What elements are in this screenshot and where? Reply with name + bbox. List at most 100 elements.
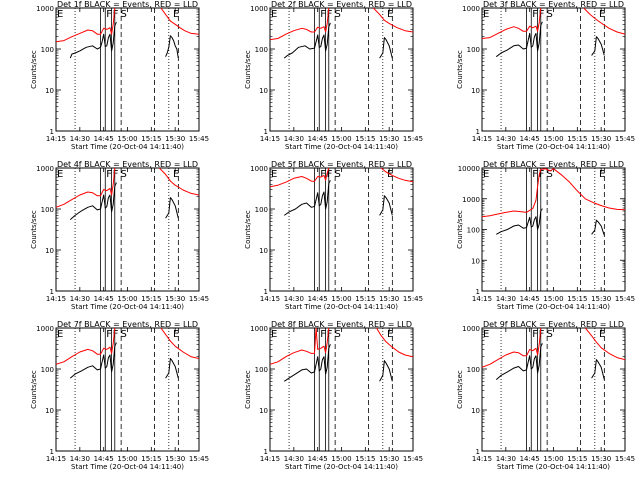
series-group <box>482 8 625 58</box>
series-group <box>270 168 413 216</box>
x-tick-label: 15:45 <box>615 455 635 463</box>
period-marker: F <box>320 169 326 180</box>
x-axis-label: Start Time (20-Oct-04 14:11:40) <box>497 303 610 311</box>
period-marker: F <box>113 9 119 20</box>
y-tick-label: 1 <box>50 448 54 456</box>
events-series-line <box>379 37 393 59</box>
period-marker: F <box>532 329 538 340</box>
events-series-line <box>379 195 393 216</box>
y-axis-label: Counts/sec <box>244 50 252 89</box>
y-axis-label: Counts/sec <box>456 210 464 249</box>
panel-title: Det 7f BLACK = Events, RED = LLD <box>57 320 198 329</box>
lld-series-line <box>482 168 625 218</box>
panel-title: Det 1f BLACK = Events, RED = LLD <box>57 0 198 9</box>
panel-3: Det 3f BLACK = Events, RED = LLD 14:15 14:… <box>456 0 635 151</box>
events-series-line <box>283 22 331 59</box>
x-tick-label: 14:45 <box>94 135 114 143</box>
x-tick-label: 14:45 <box>308 135 328 143</box>
x-tick-label: 15:00 <box>543 295 563 303</box>
y-tick-label: 100 <box>467 46 480 54</box>
period-marker: F <box>327 9 333 20</box>
events-series-line <box>284 344 331 382</box>
x-tick-label: 15:15 <box>141 455 161 463</box>
events-series-line <box>69 182 117 220</box>
y-tick-label: 100 <box>41 46 54 54</box>
x-tick-label: 15:30 <box>591 455 611 463</box>
period-marker: S <box>547 329 553 340</box>
x-tick-label: 14:30 <box>496 135 516 143</box>
lld-series-line <box>158 168 199 196</box>
period-marker: F <box>532 9 538 20</box>
x-axis-label: Start Time (20-Oct-04 14:11:40) <box>71 143 184 151</box>
x-tick-label: 14:15 <box>472 135 492 143</box>
events-series-line <box>591 359 605 380</box>
x-tick-label: 14:15 <box>46 455 66 463</box>
x-tick-label: 15:45 <box>189 135 209 143</box>
x-tick-label: 15:00 <box>543 455 563 463</box>
events-series-line <box>496 208 543 235</box>
y-tick-label: 10 <box>259 87 268 95</box>
y-axis-label: Counts/sec <box>456 370 464 409</box>
period-marker: F <box>113 329 119 340</box>
x-axis-label: Start Time (20-Oct-04 14:11:40) <box>497 463 610 471</box>
period-marker: E <box>271 169 277 180</box>
period-marker: F <box>106 9 112 20</box>
lld-series-line <box>482 328 542 368</box>
y-tick-label: 1 <box>264 288 268 296</box>
y-tick-label: 1 <box>264 128 268 136</box>
x-tick-label: 15:00 <box>331 455 351 463</box>
y-tick-label: 10 <box>259 247 268 255</box>
x-tick-label: 14:15 <box>260 135 280 143</box>
panel-8: Det 8f BLACK = Events, RED = LLD 14:15 14:… <box>244 320 423 471</box>
period-marker: S <box>121 169 127 180</box>
panel-1: Det 1f BLACK = Events, RED = LLD 14:15 14:… <box>30 0 209 151</box>
lld-series-line <box>56 168 116 208</box>
panel-title: Det 9f BLACK = Events, RED = LLD <box>483 320 624 329</box>
lld-series-line <box>160 8 199 35</box>
lld-series-line <box>160 328 199 359</box>
x-tick-label: 15:45 <box>615 135 635 143</box>
y-tick-label: 100 <box>255 206 268 214</box>
panel-title: Det 4f BLACK = Events, RED = LLD <box>57 160 198 169</box>
x-tick-label: 15:45 <box>189 455 209 463</box>
lld-series-line <box>270 8 330 41</box>
x-tick-label: 15:15 <box>355 135 375 143</box>
y-tick-label: 10 <box>45 247 54 255</box>
x-tick-label: 14:45 <box>94 295 114 303</box>
y-tick-label: 1000 <box>462 196 480 204</box>
x-tick-label: 14:15 <box>260 455 280 463</box>
y-tick-label: 10 <box>471 407 480 415</box>
period-marker: F <box>327 169 333 180</box>
y-tick-label: 10 <box>45 407 54 415</box>
x-tick-label: 15:45 <box>403 135 423 143</box>
events-series-line <box>495 21 543 58</box>
x-tick-label: 14:15 <box>472 455 492 463</box>
x-axis-label: Start Time (20-Oct-04 14:11:40) <box>285 463 398 471</box>
x-axis-label: Start Time (20-Oct-04 14:11:40) <box>71 463 184 471</box>
period-marker: E <box>57 329 63 340</box>
panel-title: Det 2f BLACK = Events, RED = LLD <box>271 0 412 9</box>
y-axis-label: Counts/sec <box>30 50 38 89</box>
period-marker: E <box>57 9 63 20</box>
period-marker: S <box>121 9 127 20</box>
y-tick-label: 100 <box>41 366 54 374</box>
period-marker: S <box>335 329 341 340</box>
period-marker: F <box>539 169 545 180</box>
series-group <box>56 8 199 59</box>
x-tick-label: 14:15 <box>46 135 66 143</box>
x-tick-label: 15:15 <box>141 135 161 143</box>
x-tick-label: 15:15 <box>567 295 587 303</box>
period-marker: E <box>173 9 179 20</box>
x-tick-label: 15:30 <box>591 295 611 303</box>
events-series-line <box>165 358 179 379</box>
y-tick-label: 10 <box>45 87 54 95</box>
x-tick-label: 15:30 <box>379 455 399 463</box>
x-tick-label: 15:30 <box>165 455 185 463</box>
lld-series-line <box>380 168 413 183</box>
panel-title: Det 3f BLACK = Events, RED = LLD <box>483 0 624 9</box>
y-tick-label: 1 <box>264 448 268 456</box>
events-series-line <box>379 360 393 382</box>
y-tick-label: 10 <box>471 87 480 95</box>
y-axis-label: Counts/sec <box>244 370 252 409</box>
